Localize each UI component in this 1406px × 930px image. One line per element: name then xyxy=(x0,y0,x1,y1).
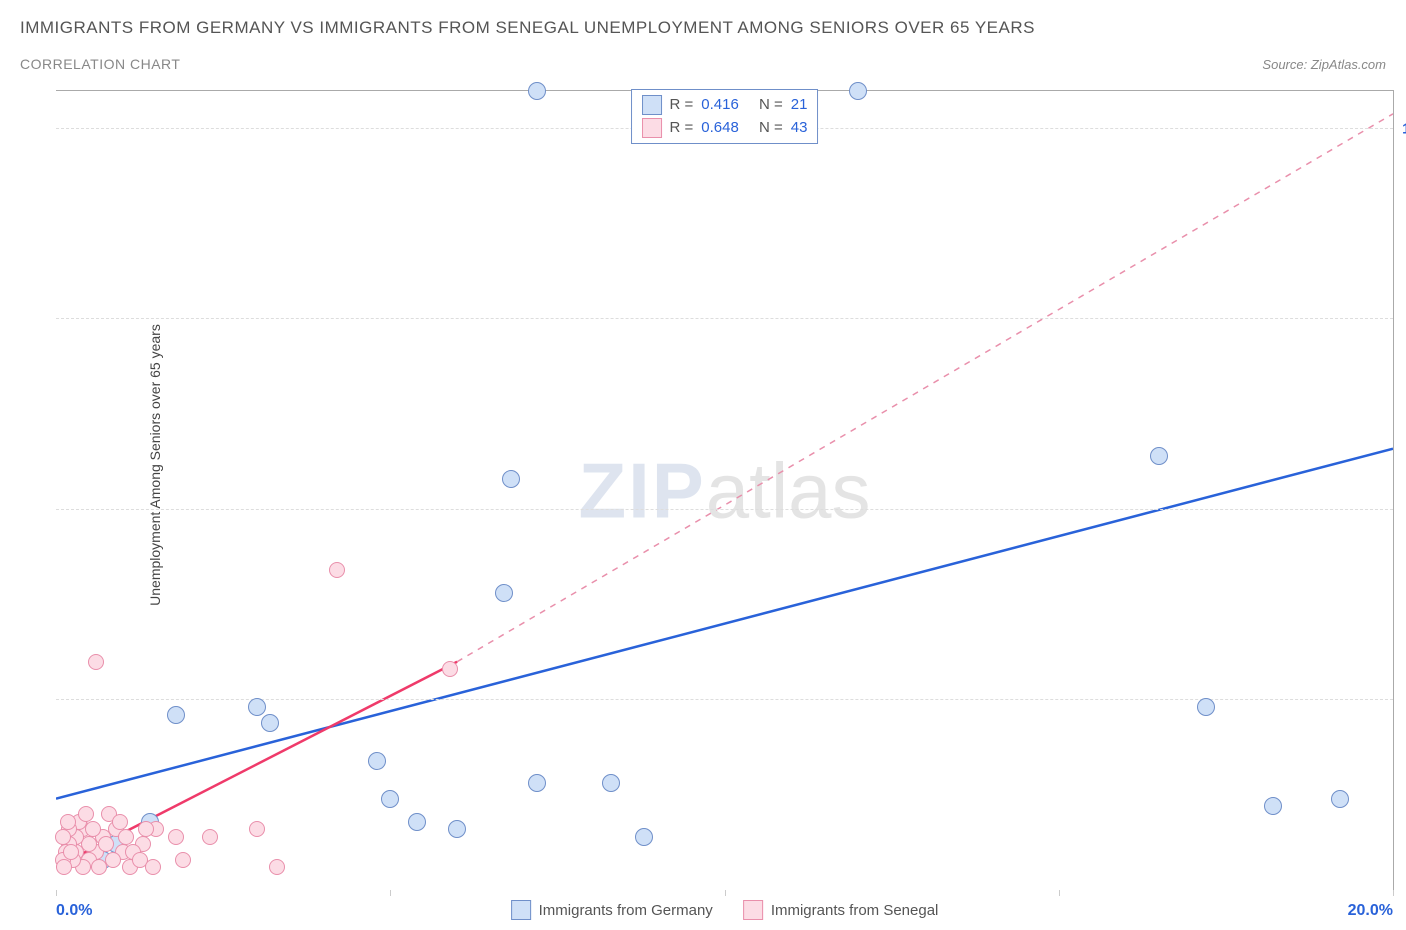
swatch-germany-icon xyxy=(511,900,531,920)
data-point-senegal xyxy=(168,829,184,845)
data-point-germany xyxy=(528,774,546,792)
data-point-senegal xyxy=(118,829,134,845)
data-point-senegal xyxy=(55,829,71,845)
n-label: N = xyxy=(759,94,783,117)
gridline xyxy=(56,509,1393,510)
r-label: R = xyxy=(670,94,694,117)
plot-region: 25.0%50.0%75.0%100.0% xyxy=(56,91,1393,890)
subtitle-row: CORRELATION CHART Source: ZipAtlas.com xyxy=(20,56,1386,72)
n-value-germany: 21 xyxy=(791,94,808,117)
swatch-germany xyxy=(642,95,662,115)
x-tick xyxy=(390,890,391,896)
data-point-germany xyxy=(1264,797,1282,815)
data-point-germany xyxy=(1331,790,1349,808)
x-tick xyxy=(1059,890,1060,896)
x-tick xyxy=(56,890,57,896)
data-point-germany xyxy=(495,584,513,602)
swatch-senegal-icon xyxy=(743,900,763,920)
chart-area: R = 0.416 N = 21 R = 0.648 N = 43 ZIPatl… xyxy=(56,90,1394,890)
data-point-germany xyxy=(368,752,386,770)
data-point-senegal xyxy=(85,821,101,837)
data-point-senegal xyxy=(269,859,285,875)
trend-lines-layer xyxy=(56,91,1393,890)
data-point-senegal xyxy=(138,821,154,837)
data-point-senegal xyxy=(112,814,128,830)
chart-subtitle: CORRELATION CHART xyxy=(20,56,180,72)
data-point-senegal xyxy=(63,844,79,860)
x-tick xyxy=(725,890,726,896)
chart-source: Source: ZipAtlas.com xyxy=(1262,57,1386,72)
data-point-senegal xyxy=(145,859,161,875)
trend-line-extrapolated xyxy=(457,114,1393,662)
data-point-germany xyxy=(502,470,520,488)
legend-label-senegal: Immigrants from Senegal xyxy=(771,902,939,919)
data-point-germany xyxy=(528,82,546,100)
data-point-germany xyxy=(849,82,867,100)
n-label: N = xyxy=(759,117,783,140)
data-point-senegal xyxy=(249,821,265,837)
data-point-germany xyxy=(602,774,620,792)
x-tick xyxy=(1393,890,1394,896)
data-point-germany xyxy=(1197,698,1215,716)
gridline xyxy=(56,318,1393,319)
data-point-senegal xyxy=(88,654,104,670)
n-value-senegal: 43 xyxy=(791,117,808,140)
source-name: ZipAtlas.com xyxy=(1311,57,1386,72)
chart-title: IMMIGRANTS FROM GERMANY VS IMMIGRANTS FR… xyxy=(20,18,1386,38)
data-point-senegal xyxy=(329,562,345,578)
data-point-germany xyxy=(448,820,466,838)
data-point-germany xyxy=(261,714,279,732)
r-label: R = xyxy=(670,117,694,140)
trend-line-germany xyxy=(56,449,1393,799)
source-label: Source: xyxy=(1262,57,1307,72)
data-point-senegal xyxy=(105,852,121,868)
data-point-germany xyxy=(381,790,399,808)
r-value-germany: 0.416 xyxy=(701,94,739,117)
swatch-senegal xyxy=(642,118,662,138)
data-point-germany xyxy=(408,813,426,831)
data-point-senegal xyxy=(442,661,458,677)
data-point-germany xyxy=(635,828,653,846)
legend-label-germany: Immigrants from Germany xyxy=(539,902,713,919)
x-axis-max-label: 20.0% xyxy=(1348,902,1393,920)
y-tick-label: 100.0% xyxy=(1402,121,1406,138)
legend-row-germany: R = 0.416 N = 21 xyxy=(642,94,808,117)
data-point-germany xyxy=(248,698,266,716)
data-point-senegal xyxy=(60,814,76,830)
data-point-senegal xyxy=(175,852,191,868)
data-point-senegal xyxy=(98,836,114,852)
legend-row-senegal: R = 0.648 N = 43 xyxy=(642,117,808,140)
correlation-legend: R = 0.416 N = 21 R = 0.648 N = 43 xyxy=(631,89,819,144)
legend-item-senegal: Immigrants from Senegal xyxy=(743,900,939,920)
series-legend: Immigrants from Germany Immigrants from … xyxy=(511,900,939,920)
data-point-senegal xyxy=(78,806,94,822)
r-value-senegal: 0.648 xyxy=(701,117,739,140)
data-point-senegal xyxy=(56,859,72,875)
data-point-germany xyxy=(1150,447,1168,465)
data-point-senegal xyxy=(202,829,218,845)
x-axis-min-label: 0.0% xyxy=(56,902,92,920)
legend-item-germany: Immigrants from Germany xyxy=(511,900,713,920)
chart-header: IMMIGRANTS FROM GERMANY VS IMMIGRANTS FR… xyxy=(0,0,1406,72)
data-point-germany xyxy=(167,706,185,724)
